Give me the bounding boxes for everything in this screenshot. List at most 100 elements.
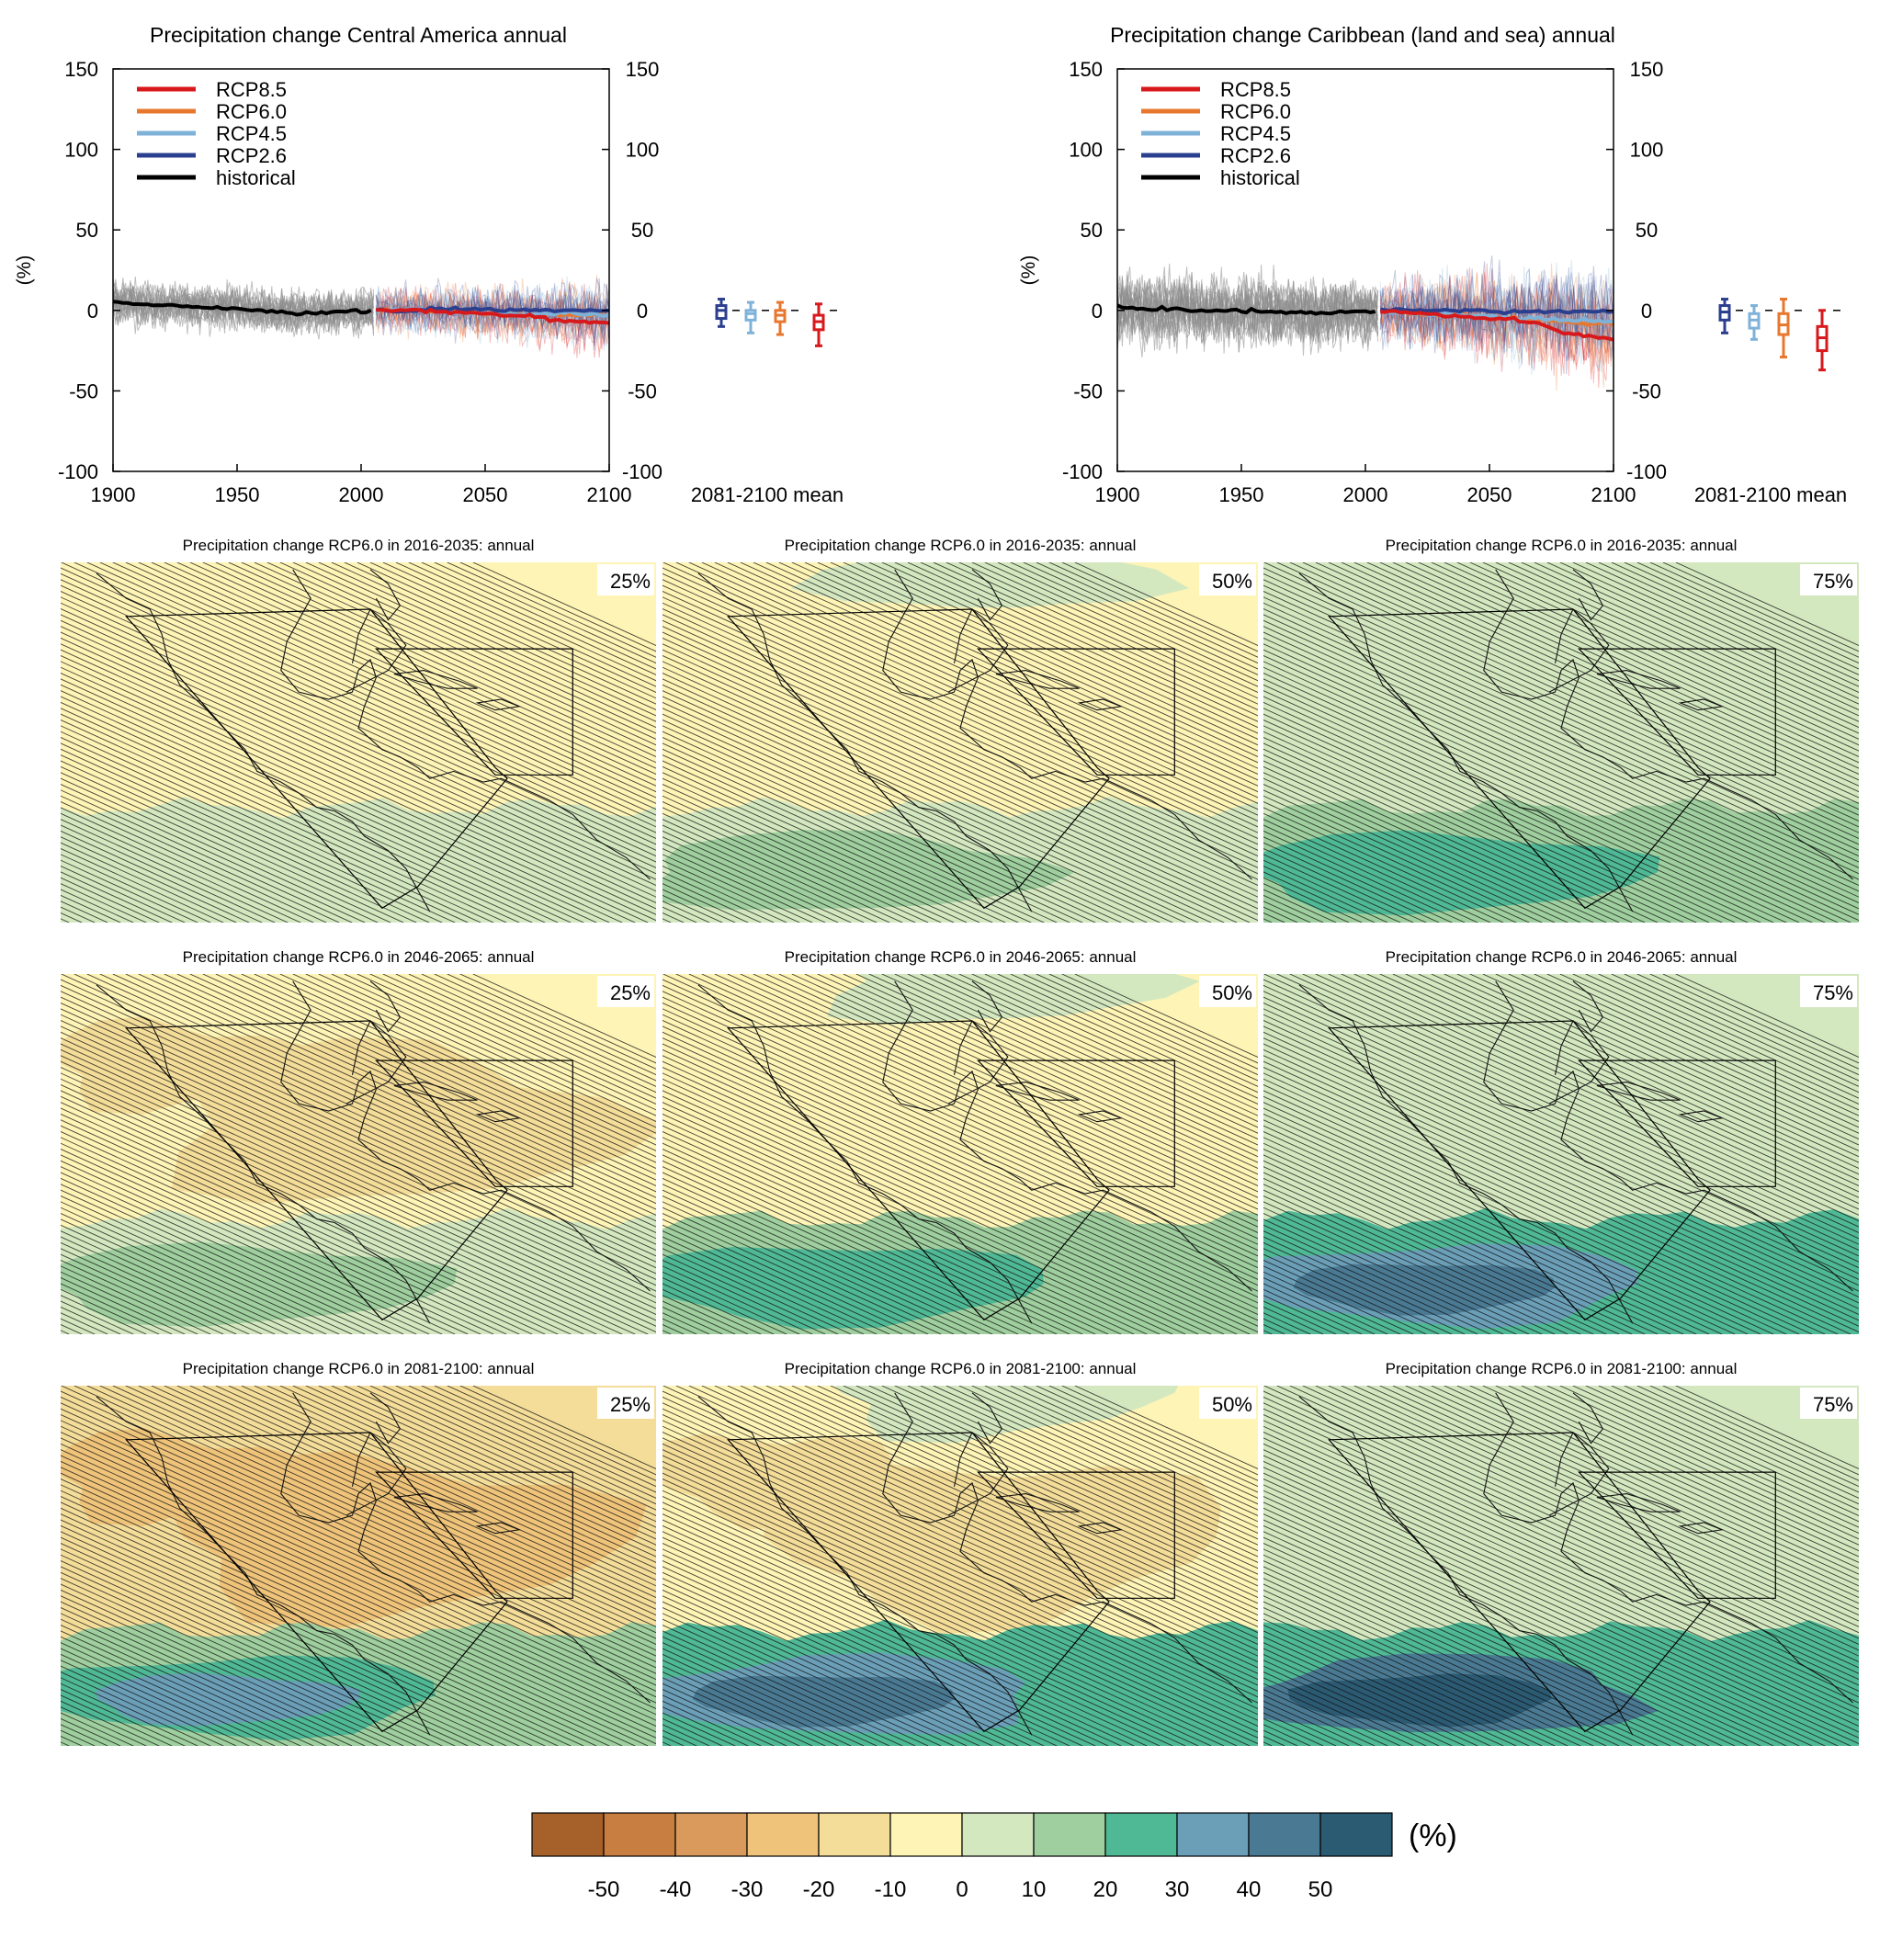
colorbar-tick-label: 30 <box>1165 1877 1190 1902</box>
wetting-core-deep <box>692 1675 955 1728</box>
scenario-model-run <box>375 278 610 338</box>
coastlines <box>96 980 651 1324</box>
region-caribbean <box>375 1471 573 1599</box>
island <box>393 670 478 689</box>
y-tick-label: 0 <box>1092 300 1103 323</box>
colorbar-tick-label: 0 <box>956 1877 968 1902</box>
y-tick-label: -100 <box>58 460 98 483</box>
y-tick-label: -50 <box>69 380 98 402</box>
significance-hatching <box>61 1386 656 1746</box>
coastlines <box>96 569 651 912</box>
y-tick-label: -100 <box>1062 460 1103 483</box>
coastline <box>369 569 402 621</box>
coastline <box>882 569 1252 880</box>
boxplot-label: 2081-2100 mean <box>691 483 844 506</box>
scenario-model-run <box>1379 271 1614 383</box>
percentile-label: 25% <box>610 1393 651 1416</box>
percentile-box <box>1199 976 1256 1007</box>
map-panel-2016-2035-50pct: Precipitation change RCP6.0 in 2016-2035… <box>662 537 1258 923</box>
x-tick-label: 2100 <box>587 483 632 506</box>
island <box>475 1110 522 1123</box>
coastline <box>1548 608 1610 693</box>
region-caribbean <box>1578 1471 1776 1599</box>
series-line-rcp85 <box>376 307 610 325</box>
map-title: Precipitation change RCP6.0 in 2046-2065… <box>1386 948 1738 966</box>
scenario-model-run <box>375 282 610 340</box>
y-tick-label-right: -100 <box>622 460 662 483</box>
scenario-model-run <box>375 284 610 350</box>
colorbar-cell <box>603 1812 676 1857</box>
coastline <box>96 984 431 1324</box>
y-tick-label-right: -50 <box>1632 380 1661 402</box>
percentile-label: 50% <box>1212 1393 1252 1416</box>
percentile-label: 25% <box>610 981 651 1004</box>
coastline <box>1298 1396 1634 1736</box>
x-tick-label: 1900 <box>1095 483 1140 506</box>
map-panel-2081-2100-50pct: Precipitation change RCP6.0 in 2081-2100… <box>662 1360 1258 1746</box>
plot-frame <box>1116 68 1614 472</box>
map-body <box>662 974 1258 1334</box>
y-axis-label: (%) <box>1018 255 1039 286</box>
y-tick-label: 150 <box>1069 58 1103 81</box>
percentile-label: 75% <box>1813 981 1853 1004</box>
colorbar-cell <box>746 1812 820 1857</box>
map-panel-2016-2035-25pct: Precipitation change RCP6.0 in 2016-2035… <box>61 537 656 923</box>
coastline <box>971 569 1003 621</box>
scenario-model-run <box>1379 274 1614 367</box>
time-series-panel-1: Precipitation change Central America ann… <box>14 23 844 506</box>
historical-model-run <box>112 280 374 336</box>
percentile-box <box>597 976 654 1007</box>
x-tick-label: 1950 <box>1219 483 1264 506</box>
coastlines <box>1298 569 1853 912</box>
scenario-model-run <box>375 279 610 346</box>
map-panel-2081-2100-25pct: Precipitation change RCP6.0 in 2081-2100… <box>61 1360 656 1746</box>
region-central-america <box>1328 1432 1711 1733</box>
colorbar-tick-label: -40 <box>660 1877 692 1902</box>
island <box>1596 1082 1681 1101</box>
coastline <box>697 572 1033 912</box>
island <box>475 698 522 711</box>
y-tick-label-right: 0 <box>1641 300 1652 323</box>
map-title: Precipitation change RCP6.0 in 2016-2035… <box>183 537 535 554</box>
x-tick-label: 2050 <box>463 483 508 506</box>
scenario-model-run <box>375 282 610 344</box>
series-line-rcp26 <box>1379 307 1614 316</box>
coastline <box>971 1392 1003 1445</box>
region-caribbean <box>977 1059 1175 1187</box>
legend-label: RCP8.5 <box>1220 78 1291 101</box>
y-tick-label-right: 100 <box>626 139 660 162</box>
scenario-model-run <box>375 282 610 358</box>
legend-label: RCP2.6 <box>1220 144 1291 167</box>
wetting-core <box>1263 830 1660 916</box>
map-panel-2046-2065-75pct: Precipitation change RCP6.0 in 2046-2065… <box>1263 948 1859 1334</box>
island <box>1678 1522 1725 1535</box>
region-central-america <box>125 1432 508 1733</box>
island <box>1077 698 1124 711</box>
island <box>1678 698 1725 711</box>
island <box>1077 1522 1124 1535</box>
wetting-region-north <box>1427 974 1801 1025</box>
map-body <box>61 562 656 923</box>
scenario-model-run <box>376 275 610 346</box>
island <box>995 1082 1080 1101</box>
scenario-model-run <box>1379 287 1614 389</box>
y-tick-label: 100 <box>1069 139 1103 162</box>
boxplot-label: 2081-2100 mean <box>1694 483 1847 506</box>
map-title: Precipitation change RCP6.0 in 2046-2065… <box>785 948 1137 966</box>
colorbar-tick-label: -20 <box>803 1877 835 1902</box>
map-body <box>662 1386 1258 1746</box>
wetting-region-north <box>834 1386 1179 1444</box>
colorbar-cell <box>1104 1812 1178 1857</box>
island <box>393 1493 478 1512</box>
colorbar-cell <box>1176 1812 1250 1857</box>
coastlines <box>697 980 1252 1324</box>
coastline <box>369 1392 402 1445</box>
scenario-model-run <box>1379 276 1614 364</box>
coastline <box>1572 980 1604 1033</box>
y-tick-label-right: -100 <box>1626 460 1667 483</box>
percentile-box <box>597 564 654 595</box>
percentile-label: 50% <box>1212 981 1252 1004</box>
island <box>1678 1110 1725 1123</box>
